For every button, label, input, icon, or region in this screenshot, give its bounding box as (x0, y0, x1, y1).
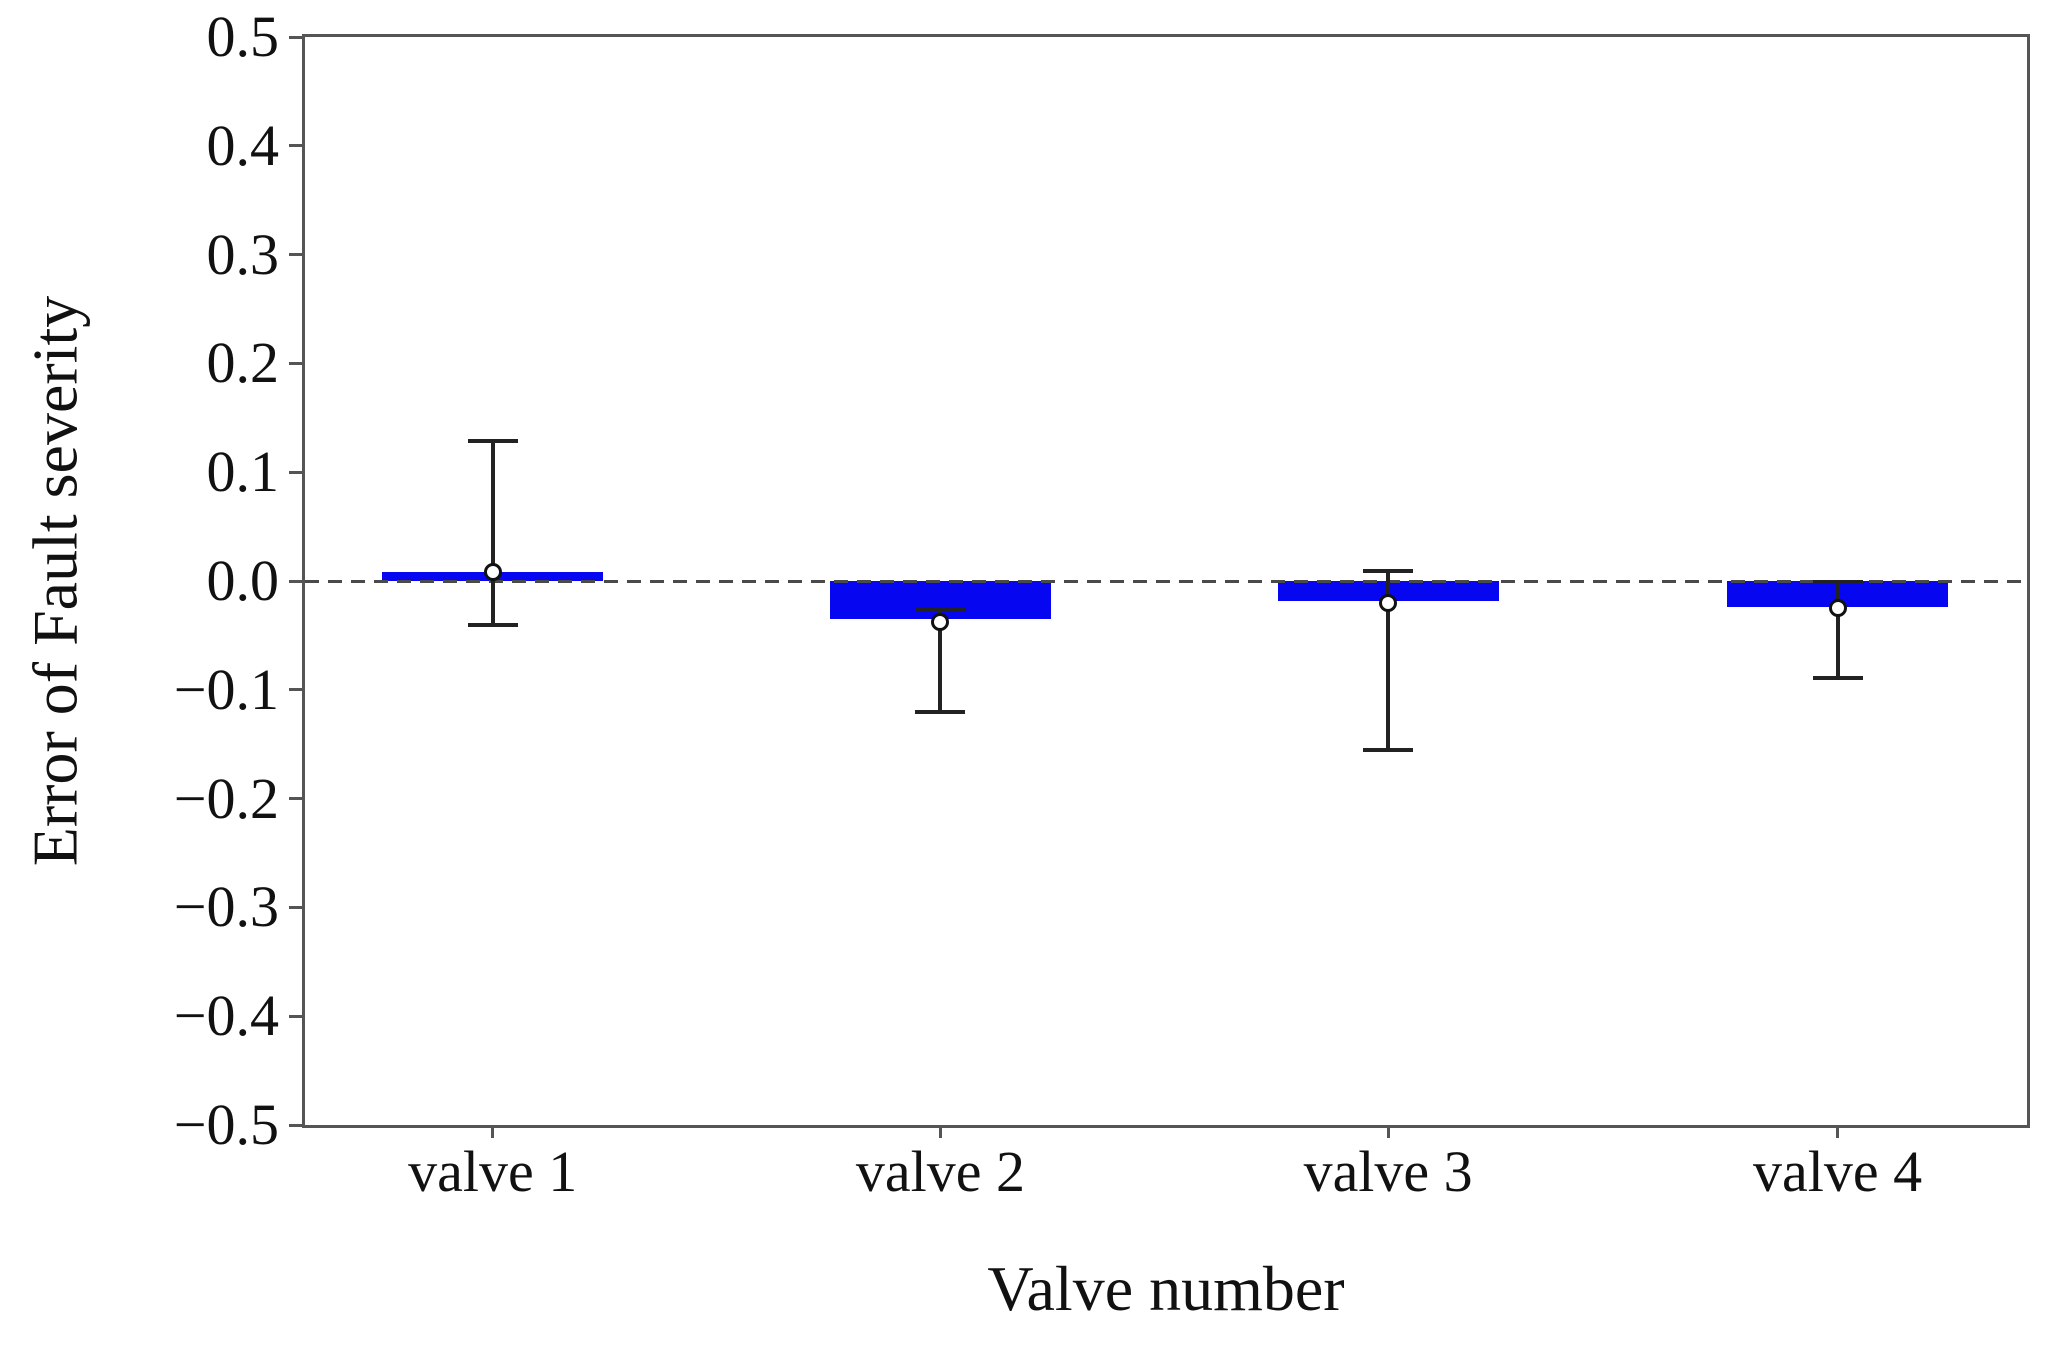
x-tick-mark-valve-2 (938, 1125, 942, 1138)
error-bar-cap-bottom-valve-2 (915, 709, 966, 714)
x-tick-mark-valve-1 (491, 1125, 495, 1138)
error-bar-cap-bottom-valve-4 (1812, 675, 1863, 680)
y-tick-label: −0.5 (173, 1092, 279, 1157)
mean-marker-valve-2 (931, 613, 950, 632)
plot-area: 0.5 0.4 0.3 0.2 0.1 0.0 −0.1 −0.2 −0.3 −0.4 −0.5 va… (174, 8, 2030, 1201)
y-tick-mark (289, 361, 305, 365)
y-tick-label: 0.0 (206, 548, 280, 613)
mean-marker-valve-4 (1828, 599, 1847, 618)
x-tick-label-valve-2: valve 2 (855, 1139, 1025, 1204)
y-tick-mark (289, 688, 305, 692)
zero-dashed-line (305, 579, 2027, 583)
error-bar-cap-top-valve-1 (467, 438, 518, 443)
x-tick-label-valve-3: valve 3 (1303, 1139, 1473, 1204)
error-bar-line-valve-3 (1386, 571, 1391, 750)
error-bar-cap-bottom-valve-3 (1363, 747, 1414, 752)
y-tick-mark (289, 905, 305, 909)
y-tick-mark (289, 1014, 305, 1018)
y-tick-label: −0.1 (173, 656, 279, 722)
y-tick-label: 0.1 (206, 439, 280, 505)
y-tick-label: −0.4 (173, 983, 279, 1049)
mean-marker-valve-3 (1379, 593, 1398, 612)
y-tick-label: 0.3 (206, 221, 280, 287)
error-bar-cap-top-valve-4 (1812, 580, 1863, 585)
error-bar-line-valve-2 (938, 610, 943, 712)
error-bar-cap-top-valve-2 (915, 608, 966, 613)
y-tick-label: 0.5 (206, 4, 280, 69)
y-tick-mark (289, 253, 305, 257)
error-bar-cap-top-valve-3 (1363, 569, 1414, 574)
error-bar-cap-bottom-valve-1 (467, 622, 518, 627)
y-tick-mark (289, 579, 305, 583)
y-tick-label: 0.2 (206, 330, 280, 396)
x-tick-label-valve-4: valve 4 (1753, 1139, 1923, 1204)
x-tick-mark-valve-3 (1386, 1125, 1390, 1138)
mean-marker-valve-1 (483, 563, 502, 582)
y-tick-label: 0.4 (206, 112, 280, 178)
y-tick-mark (289, 797, 305, 801)
x-tick-mark-valve-4 (1836, 1125, 1840, 1138)
error-bar-line-valve-1 (490, 440, 495, 625)
x-tick-label-valve-1: valve 1 (408, 1139, 578, 1204)
y-tick-mark (289, 470, 305, 474)
x-axis-title: Valve number (987, 1253, 1345, 1324)
y-tick-mark (289, 144, 305, 148)
error-bar-line-valve-4 (1835, 582, 1840, 678)
y-tick-label: −0.2 (173, 765, 279, 831)
y-tick-label: −0.3 (173, 874, 279, 940)
y-tick-mark (289, 1123, 305, 1127)
y-tick-mark (289, 35, 305, 39)
